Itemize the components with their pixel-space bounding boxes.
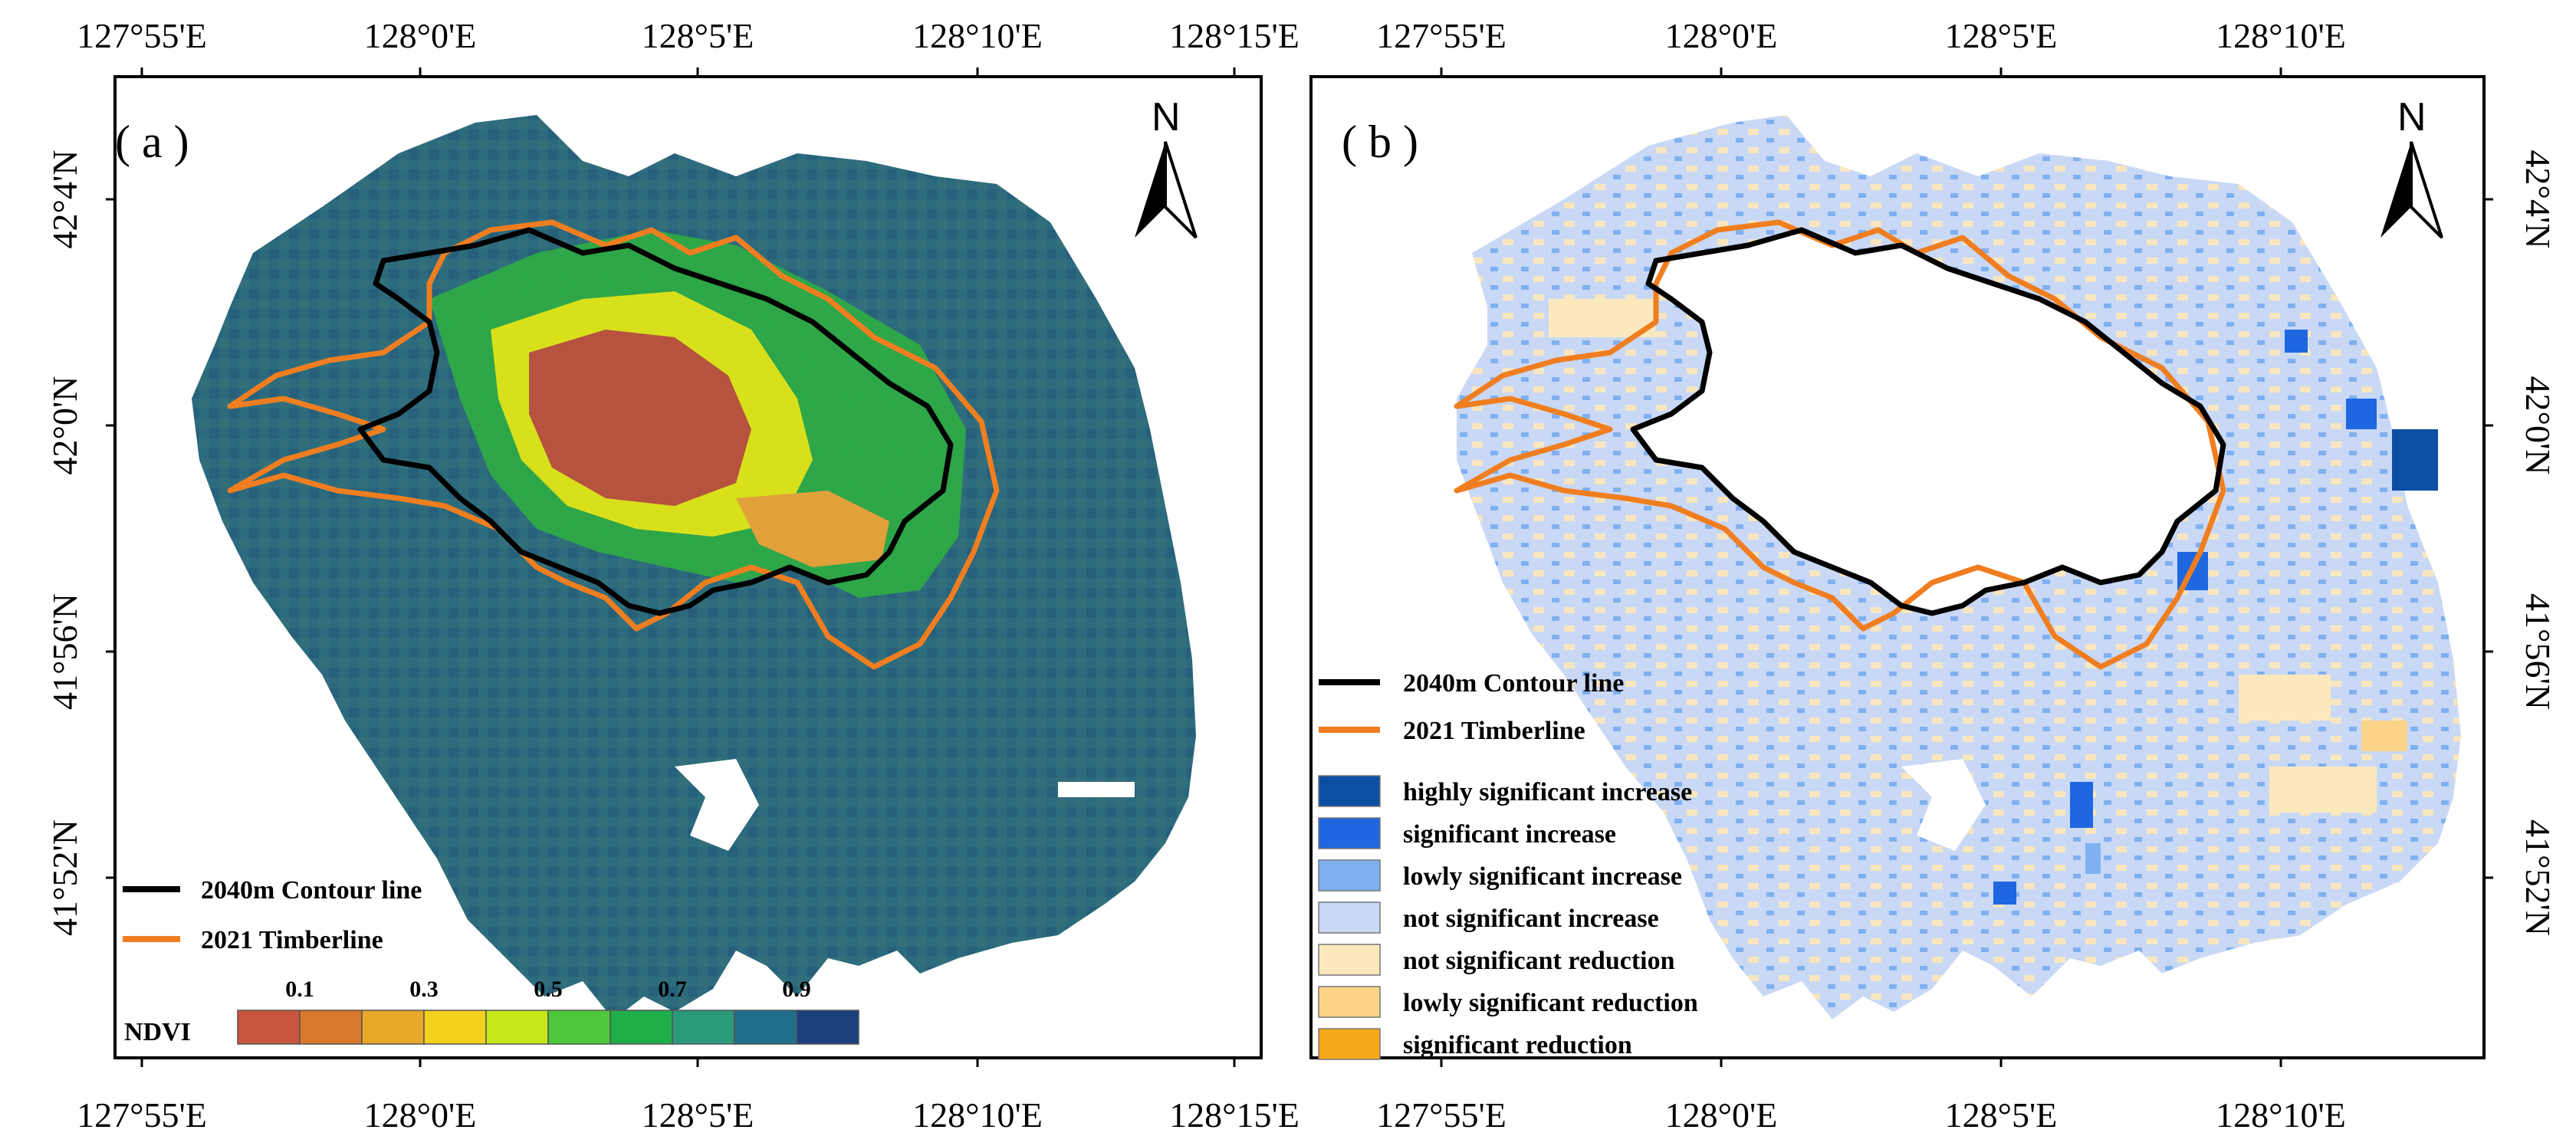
class-swatch: [1318, 901, 1381, 934]
ndvi-swatch: [361, 1010, 425, 1045]
panel-a-legend: 2040m Contour line 2021 Timberline: [123, 876, 422, 954]
panel-a-top-ticks: 127°55'E 128°0'E 128°5'E 128°10'E 128°15'E: [77, 16, 1300, 77]
ndvi-tick-label: 0.9: [782, 977, 811, 1002]
b-bottom-tick-label: 128°10'E: [2216, 1095, 2346, 1135]
ndvi-swatch: [734, 1010, 797, 1045]
panel-a-legend-timberline: 2021 Timberline: [201, 926, 383, 954]
class-label: significant increase: [1403, 820, 1616, 849]
b-bottom-tick-label: 127°55'E: [1376, 1095, 1506, 1135]
north-label: N: [1152, 95, 1181, 140]
b-right-tick-label: 42°4'N: [2518, 150, 2558, 249]
b-bottom-tick-label: 128°5'E: [1945, 1095, 2058, 1135]
a-left-tick-label: 41°56'N: [45, 593, 84, 710]
class-swatch: [1318, 944, 1381, 976]
panel-a-timberline: [227, 219, 1000, 670]
panel-a-east-patch: [736, 491, 889, 567]
panel-a-north-arrow: N: [1135, 95, 1198, 239]
a-bottom-tick-label: 127°55'E: [77, 1095, 207, 1135]
ndvi-swatch: [610, 1010, 673, 1045]
a-top-tick-label: 128°5'E: [642, 16, 754, 55]
panel-b-legend: 2040m Contour line 2021 Timberline highl…: [1318, 669, 1698, 1060]
panel-a-legend-contour: 2040m Contour line: [201, 876, 422, 905]
class-label: not significant increase: [1403, 905, 1659, 933]
ndvi-swatch: [485, 1010, 549, 1045]
class-label: lowly significant reduction: [1403, 989, 1698, 1017]
a-top-tick-label: 128°0'E: [364, 16, 477, 55]
a-bottom-tick-label: 128°0'E: [364, 1095, 477, 1135]
ndvi-swatch: [796, 1010, 859, 1045]
panel-b-legend-contour: 2040m Contour line: [1403, 669, 1624, 698]
panel-b-summit-area: [1633, 230, 2223, 613]
ndvi-swatch: [547, 1010, 611, 1045]
b-top-tick-label: 128°10'E: [2216, 16, 2346, 55]
a-left-tick-label: 41°52'N: [45, 819, 84, 936]
a-bottom-tick-label: 128°15'E: [1169, 1095, 1300, 1135]
panel-b-timberline: [1454, 219, 2226, 670]
ndvi-swatch: [299, 1010, 363, 1045]
panel-b-contour-line: [1630, 227, 2226, 616]
ndvi-swatch: [237, 1010, 301, 1045]
a-top-tick-label: 128°10'E: [912, 16, 1043, 55]
panel-a-contour-line: [357, 227, 954, 616]
class-swatch: [1318, 817, 1381, 849]
panel-b: ( b ) N 2040m Contour line 2021 Timberli…: [1309, 75, 2486, 1060]
ndvi-title: NDVI: [124, 1018, 191, 1046]
panel-b-right-ticks: 42°4'N 42°0'N 41°56'N 41°52'N: [2484, 150, 2558, 936]
panel-a-bottom-ticks: 127°55'E 128°0'E 128°5'E 128°10'E 128°15'E: [77, 1058, 1300, 1135]
panel-a-gap-2: [1058, 782, 1135, 797]
panel-b-significant-patches: [1993, 330, 2438, 905]
ndvi-tick-label: 0.1: [285, 977, 314, 1002]
panel-a-gap-1: [675, 759, 759, 851]
panel-a-ndvi-colorbar: NDVI 0.1 0.3 0.5 0.7 0.9: [124, 977, 859, 1046]
panel-b-reduction-patches: [1549, 299, 2407, 813]
ndvi-swatch: [423, 1010, 487, 1045]
b-right-tick-label: 42°0'N: [2518, 376, 2558, 475]
panel-b-north-arrow: N: [2380, 95, 2443, 239]
class-label: highly significant increase: [1403, 778, 1692, 806]
panel-b-legend-timberline: 2021 Timberline: [1403, 717, 1585, 745]
b-right-tick-label: 41°56'N: [2518, 593, 2558, 710]
ndvi-swatch: [672, 1010, 735, 1045]
b-top-tick-label: 128°0'E: [1665, 16, 1778, 55]
panel-a-label: ( a ): [115, 117, 189, 167]
panel-b-gap-1: [1901, 759, 1986, 851]
a-left-tick-label: 42°0'N: [45, 376, 84, 475]
a-top-tick-label: 128°15'E: [1169, 16, 1300, 55]
north-label: N: [2397, 95, 2426, 140]
panel-a: ( a ) N 2040m Contour line 2021 Timberli…: [113, 75, 1263, 1059]
class-swatch: [1318, 859, 1381, 892]
ndvi-tick-label: 0.3: [409, 977, 439, 1002]
class-swatch: [1318, 1028, 1381, 1060]
a-bottom-tick-label: 128°10'E: [912, 1095, 1043, 1135]
a-bottom-tick-label: 128°5'E: [642, 1095, 754, 1135]
b-bottom-tick-label: 128°0'E: [1665, 1095, 1778, 1135]
b-top-tick-label: 128°5'E: [1945, 16, 2058, 55]
panel-b-label: ( b ): [1342, 117, 1418, 167]
b-top-tick-label: 127°55'E: [1376, 16, 1506, 55]
b-right-tick-label: 41°52'N: [2518, 819, 2558, 936]
a-left-tick-label: 42°4'N: [45, 150, 84, 249]
class-label: significant reduction: [1403, 1031, 1632, 1059]
class-swatch: [1318, 986, 1381, 1018]
panel-a-red-zone: [529, 330, 751, 506]
ndvi-tick-label: 0.7: [658, 977, 687, 1002]
class-swatch: [1318, 775, 1381, 807]
panel-b-bottom-ticks: 127°55'E 128°0'E 128°5'E 128°10'E: [1376, 1058, 2346, 1135]
a-top-tick-label: 127°55'E: [77, 16, 207, 55]
panel-a-left-ticks: 42°4'N 42°0'N 41°56'N 41°52'N: [45, 150, 115, 936]
ndvi-tick-label: 0.5: [534, 977, 563, 1002]
class-label: lowly significant increase: [1403, 862, 1682, 891]
class-label: not significant reduction: [1403, 947, 1675, 975]
panel-b-top-ticks: 127°55'E 128°0'E 128°5'E 128°10'E: [1376, 16, 2346, 77]
